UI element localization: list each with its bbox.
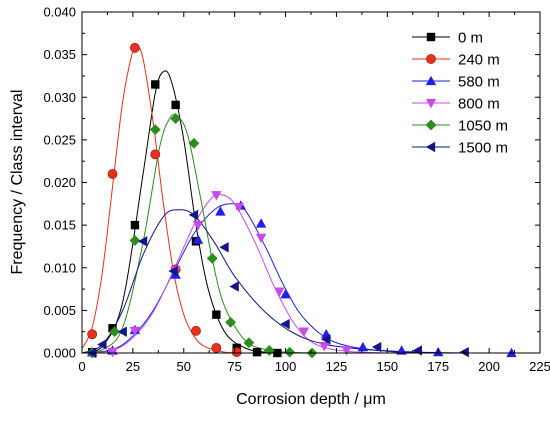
y-tick-label: 0.035 [43,47,76,62]
data-point-0-m [130,220,140,230]
data-point-0-m [108,324,117,333]
data-point-800-m [211,191,222,201]
data-point-1050-m [170,113,182,124]
data-point-1500-m [280,318,290,330]
data-point-1050-m [206,252,218,264]
data-point-240-m [87,329,98,340]
legend-label: 580 m [458,74,500,91]
legend-label: 0 m [458,30,483,47]
data-point-1050-m [225,316,236,328]
data-point-800-m [192,220,204,231]
data-point-1050-m [243,337,255,349]
data-point-1500-m [229,281,239,292]
y-tick-label: 0.040 [43,5,76,20]
y-tick-label: 0.005 [43,303,76,318]
x-tick-label: 25 [126,359,140,374]
data-point-1050-m [263,345,275,356]
fit-curve-1050-m [82,113,317,353]
data-point-240-m [231,347,242,358]
data-point-0-m [171,100,180,110]
data-point-1050-m [129,235,141,246]
legend: 0 m 240 m 580 m 800 m 1050 m 1500 m [412,30,508,157]
x-tick-label: 75 [227,359,241,374]
data-point-1500-m [219,242,229,253]
y-tick-label: 0.020 [43,175,76,190]
x-tick-label: 175 [427,359,449,374]
data-point-800-m [274,287,285,297]
y-tick-label: 0.030 [43,90,76,105]
data-point-240-m [211,342,222,353]
data-point-1500-m [168,265,178,277]
data-point-1500-m [137,236,148,247]
y-tick-label: 0.015 [43,218,76,233]
data-point-580-m [255,218,267,228]
data-point-580-m [506,347,517,358]
y-axis-title: Frequency / Class interval [9,90,26,275]
data-point-240-m [150,149,161,160]
legend-marker [426,32,436,42]
data-point-1500-m [97,339,107,350]
x-tick-label: 150 [376,359,398,374]
x-tick-label: 225 [529,359,550,374]
data-point-240-m [107,169,118,179]
data-point-1050-m [109,326,120,338]
y-tick-label: 0.025 [43,132,76,147]
x-tick-label: 200 [478,359,500,374]
legend-label: 800 m [458,96,500,113]
data-point-580-m [215,206,226,216]
legend-marker [425,98,437,109]
x-tick-label: 100 [275,359,297,374]
legend-label: 240 m [458,52,500,69]
legend-marker [425,75,437,86]
data-markers [86,42,517,359]
legend-marker [425,141,436,153]
data-point-580-m [396,345,407,355]
y-tick-label: 0.000 [43,346,76,361]
data-point-800-m [319,342,330,352]
legend-label: 1500 m [458,140,508,157]
data-point-0-m [151,80,160,89]
data-point-800-m [298,327,310,337]
y-tick-label: 0.010 [43,260,76,275]
data-point-580-m [357,341,369,352]
x-tick-label: 0 [78,359,85,374]
data-point-1500-m [371,341,382,353]
fit-curve-0-m [82,70,286,353]
x-axis-title: Corrosion depth / μm [236,391,386,408]
data-point-800-m [129,326,141,337]
data-point-580-m [280,288,291,299]
data-point-1050-m [149,124,161,136]
data-point-1500-m [117,326,127,337]
fit-curves [82,43,512,353]
data-point-800-m [255,233,267,244]
axes: 0 25 50 75 100 125 150 175 200 225 0.000 0.005 0.010… [43,5,550,375]
fit-curve-240-m [82,43,245,353]
data-point-1500-m [321,334,331,345]
data-point-1500-m [188,209,199,221]
x-tick-label: 50 [177,359,191,374]
fit-curve-1500-m [82,209,469,353]
data-point-1050-m [284,346,296,358]
data-point-0-m [252,347,262,357]
legend-label: 1050 m [458,118,508,135]
data-point-580-m [192,234,204,244]
data-point-240-m [191,325,201,336]
data-point-1500-m [412,345,423,356]
data-point-240-m [130,42,140,53]
legend-marker [426,54,436,64]
data-point-1050-m [188,137,200,149]
data-point-800-m [233,203,244,213]
data-point-800-m [341,346,352,356]
legend-marker [425,119,437,131]
data-point-0-m [212,310,221,319]
x-tick-label: 125 [326,359,348,374]
